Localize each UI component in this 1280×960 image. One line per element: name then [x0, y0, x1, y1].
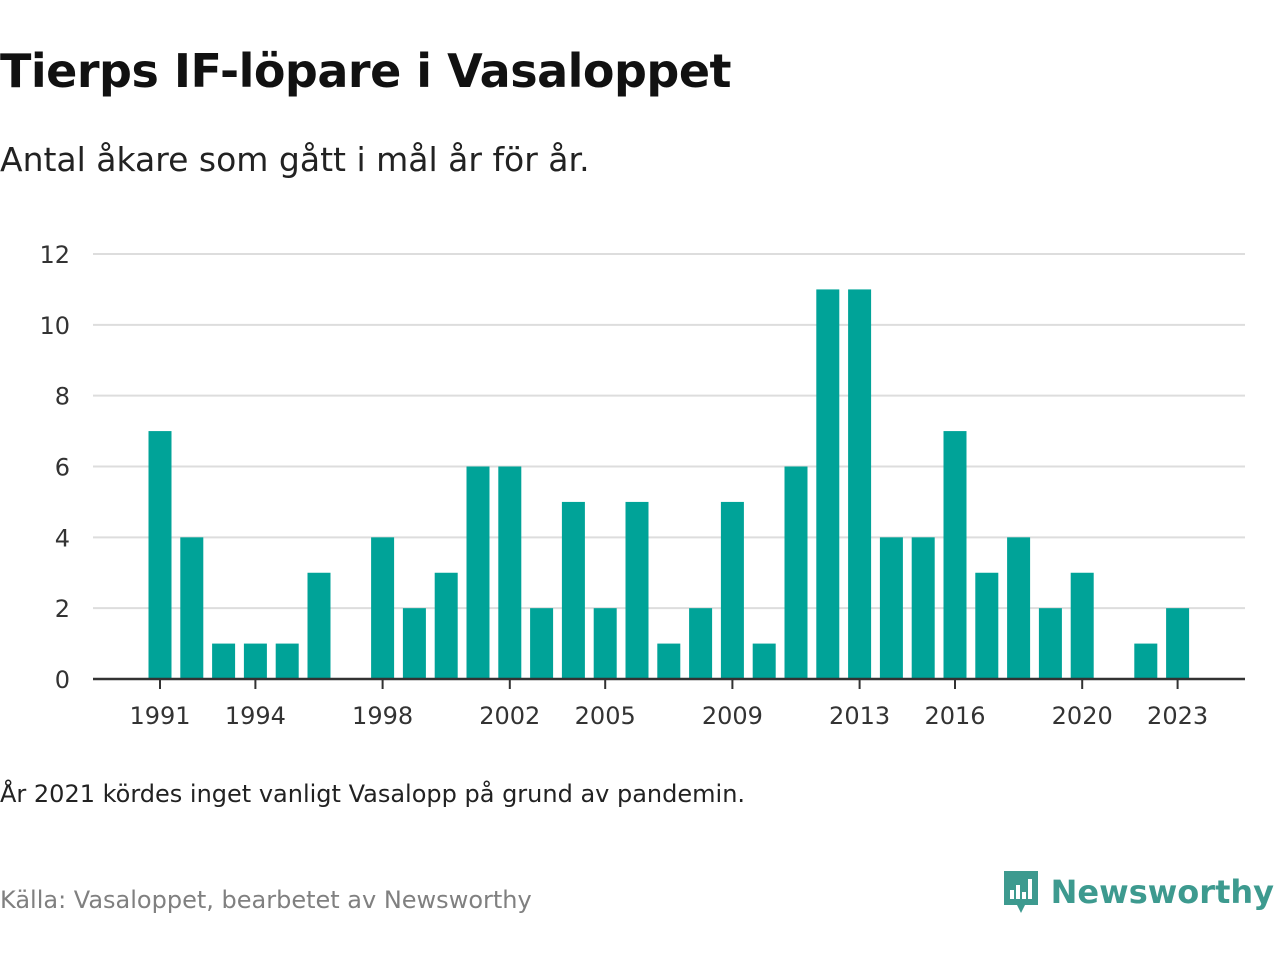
y-tick-label: 0 — [55, 666, 70, 694]
bar — [625, 501, 649, 679]
x-tick-label: 2009 — [702, 702, 763, 730]
chart-subtitle: Antal åkare som gått i mål år för år. — [0, 140, 590, 179]
bar — [720, 501, 744, 679]
bar — [593, 608, 617, 679]
x-tick-label: 2020 — [1052, 702, 1113, 730]
brand-name: Newsworthy — [1050, 873, 1274, 911]
y-tick-label: 4 — [55, 524, 70, 552]
y-tick-label: 10 — [39, 312, 70, 340]
bar — [148, 431, 172, 679]
y-tick-label: 6 — [55, 454, 70, 482]
x-tick-label: 2013 — [829, 702, 890, 730]
bar — [1134, 643, 1158, 679]
bar — [402, 608, 426, 679]
bar — [816, 289, 840, 679]
bar — [530, 608, 554, 679]
bar — [434, 572, 458, 679]
bar — [657, 643, 681, 679]
bar — [212, 643, 236, 679]
bar — [498, 466, 522, 679]
bar — [975, 572, 999, 679]
x-tick-label: 2016 — [924, 702, 985, 730]
y-tick-label: 2 — [55, 595, 70, 623]
bar — [1166, 608, 1190, 679]
footnote: År 2021 kördes inget vanligt Vasalopp på… — [0, 780, 746, 808]
x-tick-label: 2005 — [575, 702, 636, 730]
bar — [1070, 572, 1094, 679]
bar — [784, 466, 808, 679]
newsworthy-logo: Newsworthy — [1001, 868, 1274, 916]
x-tick-label: 1998 — [352, 702, 413, 730]
bar — [307, 572, 331, 679]
bar — [180, 537, 204, 679]
bar — [466, 466, 490, 679]
bar — [1007, 537, 1031, 679]
bar-chart: 0 2 4 6 8 10 12 1991 1994 1998 2002 2005 2009 2013 201… — [39, 241, 1245, 730]
bar — [689, 608, 713, 679]
x-tick-label: 2002 — [479, 702, 540, 730]
x-tick-label: 1994 — [225, 702, 286, 730]
chart-title: Tierps IF-löpare i Vasaloppet — [0, 44, 732, 98]
bar — [943, 431, 967, 679]
bar — [848, 289, 872, 679]
bar — [371, 537, 395, 679]
bar-chart-icon — [1003, 871, 1038, 913]
bar — [752, 643, 776, 679]
y-tick-label: 8 — [55, 383, 70, 411]
bar — [243, 643, 267, 679]
bar — [911, 537, 935, 679]
bar — [1038, 608, 1062, 679]
x-tick-label: 2023 — [1147, 702, 1208, 730]
bar — [561, 501, 585, 679]
x-tick-label: 1991 — [129, 702, 190, 730]
bar — [275, 643, 299, 679]
y-tick-label: 12 — [39, 241, 70, 269]
source-credit: Källa: Vasaloppet, bearbetet av Newswort… — [0, 886, 532, 914]
bar — [879, 537, 903, 679]
